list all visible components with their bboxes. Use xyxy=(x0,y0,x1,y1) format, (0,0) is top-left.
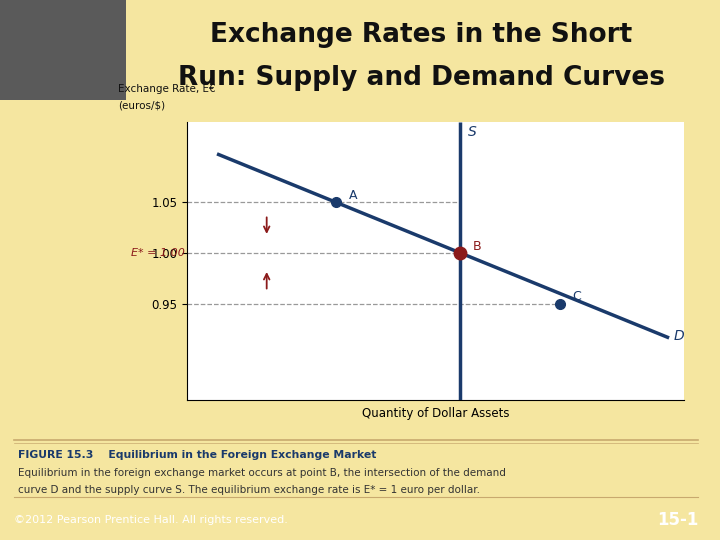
Bar xyxy=(0,0,126,100)
Text: D: D xyxy=(674,329,685,343)
Text: Exchange Rates in the Short: Exchange Rates in the Short xyxy=(210,22,632,48)
Text: E* = 1.00: E* = 1.00 xyxy=(131,248,185,258)
Text: curve D and the supply curve S. The equilibrium exchange rate is E* = 1 euro per: curve D and the supply curve S. The equi… xyxy=(18,484,480,495)
Text: 15-1: 15-1 xyxy=(657,511,698,529)
Text: Run: Supply and Demand Curves: Run: Supply and Demand Curves xyxy=(178,65,665,91)
Text: B: B xyxy=(473,240,482,253)
Text: S: S xyxy=(468,125,477,139)
Text: Exchange Rate, E€: Exchange Rate, E€ xyxy=(117,84,215,94)
Text: (euros/$): (euros/$) xyxy=(117,100,165,111)
Text: ©2012 Pearson Prentice Hall. All rights reserved.: ©2012 Pearson Prentice Hall. All rights … xyxy=(14,515,288,525)
Text: C: C xyxy=(572,291,581,303)
Text: A: A xyxy=(348,190,357,202)
Text: FIGURE 15.3    Equilibrium in the Foreign Exchange Market: FIGURE 15.3 Equilibrium in the Foreign E… xyxy=(18,450,377,460)
Text: Equilibrium in the foreign exchange market occurs at point B, the intersection o: Equilibrium in the foreign exchange mark… xyxy=(18,468,506,478)
X-axis label: Quantity of Dollar Assets: Quantity of Dollar Assets xyxy=(362,407,509,420)
